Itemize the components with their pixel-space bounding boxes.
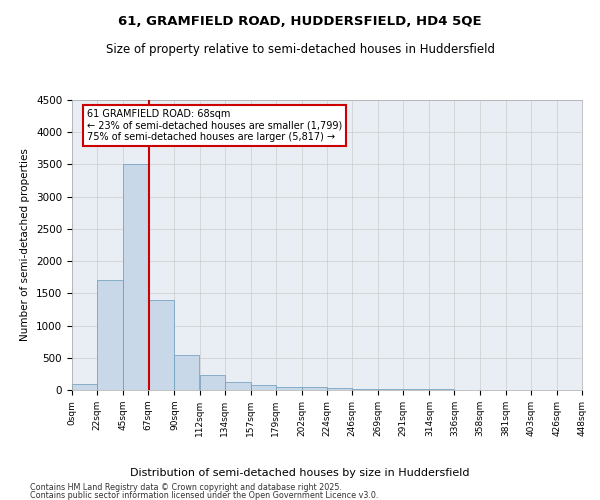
- Bar: [224, 382, 251, 390]
- Bar: [327, 388, 352, 390]
- Bar: [148, 300, 175, 390]
- Bar: [72, 384, 97, 390]
- Text: Contains HM Land Registry data © Crown copyright and database right 2025.: Contains HM Land Registry data © Crown c…: [30, 483, 342, 492]
- Text: 61, GRAMFIELD ROAD, HUDDERSFIELD, HD4 5QE: 61, GRAMFIELD ROAD, HUDDERSFIELD, HD4 5Q…: [118, 15, 482, 28]
- Bar: [123, 164, 148, 390]
- Text: 61 GRAMFIELD ROAD: 68sqm
← 23% of semi-detached houses are smaller (1,799)
75% o: 61 GRAMFIELD ROAD: 68sqm ← 23% of semi-d…: [88, 108, 343, 142]
- Bar: [352, 388, 378, 390]
- Text: Distribution of semi-detached houses by size in Huddersfield: Distribution of semi-detached houses by …: [130, 468, 470, 477]
- Bar: [175, 354, 199, 390]
- Bar: [302, 388, 327, 390]
- Bar: [199, 375, 224, 390]
- Bar: [378, 389, 403, 390]
- Text: Contains public sector information licensed under the Open Government Licence v3: Contains public sector information licen…: [30, 490, 379, 500]
- Bar: [276, 387, 302, 390]
- Text: Size of property relative to semi-detached houses in Huddersfield: Size of property relative to semi-detach…: [106, 42, 494, 56]
- Y-axis label: Number of semi-detached properties: Number of semi-detached properties: [20, 148, 31, 342]
- Bar: [251, 386, 276, 390]
- Bar: [97, 280, 123, 390]
